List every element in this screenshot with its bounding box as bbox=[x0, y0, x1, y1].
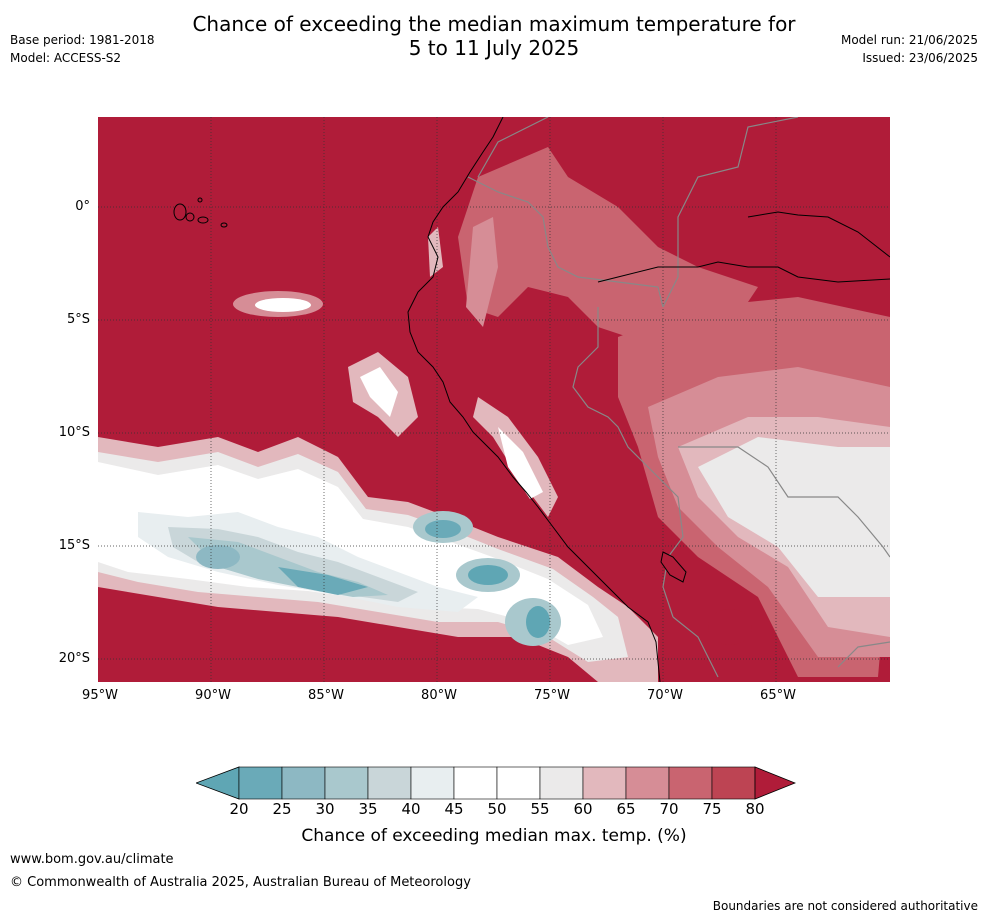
colorbar-tick-label: 60 bbox=[573, 800, 593, 818]
region-sw-30-a bbox=[196, 545, 240, 569]
colorbar-segment bbox=[281, 766, 326, 800]
region-65-north-a bbox=[466, 217, 498, 327]
lon-label-80w: 80°W bbox=[421, 688, 457, 703]
colorbar bbox=[196, 766, 796, 800]
colorbar-segment bbox=[324, 766, 369, 800]
colorbar-tick-label: 35 bbox=[358, 800, 378, 818]
lon-label-90w: 90°W bbox=[195, 688, 231, 703]
model-name: Model: ACCESS-S2 bbox=[10, 51, 122, 65]
lat-label-20s: 20°S bbox=[58, 651, 90, 666]
colorbar-tick-label: 45 bbox=[444, 800, 464, 818]
colorbar-segment bbox=[367, 766, 412, 800]
lat-label-15s: 15°S bbox=[58, 538, 90, 553]
footer-website: www.bom.gov.au/climate bbox=[10, 852, 174, 867]
lake-titicaca bbox=[660, 551, 687, 583]
lon-label-95w: 95°W bbox=[82, 688, 118, 703]
region-sw-25 bbox=[278, 567, 368, 595]
region-70-75-north bbox=[458, 147, 758, 347]
lat-label-5s: 5°S bbox=[66, 312, 90, 327]
chart-title: Chance of exceeding the median maximum t… bbox=[0, 12, 988, 60]
colorbar-arrow-low bbox=[196, 766, 240, 800]
region-patch-c-inner bbox=[526, 606, 550, 638]
colorbar-tick-label: 20 bbox=[229, 800, 249, 818]
region-galapagos-east-inner bbox=[255, 298, 311, 312]
galapagos-islands bbox=[173, 197, 228, 228]
meta-left: Base period: 1981-2018 Model: ACCESS-S2 bbox=[10, 31, 155, 67]
colorbar-segment bbox=[453, 766, 498, 800]
colorbar-tick-label: 65 bbox=[616, 800, 636, 818]
colorbar-tick-label: 50 bbox=[487, 800, 507, 818]
colorbar-segment bbox=[410, 766, 455, 800]
colorbar-tick-label: 30 bbox=[315, 800, 335, 818]
region-east-55 bbox=[698, 437, 890, 597]
chart-title-line2: 5 to 11 July 2025 bbox=[408, 36, 580, 60]
lat-label-10s: 10°S bbox=[58, 425, 90, 440]
colorbar-tick-label: 70 bbox=[659, 800, 679, 818]
lat-label-0: 0° bbox=[75, 199, 90, 214]
colorbar-segment bbox=[711, 766, 756, 800]
region-coastal-b-inner bbox=[498, 427, 543, 499]
chart-title-line1: Chance of exceeding the median maximum t… bbox=[192, 12, 796, 36]
colorbar-tick-label: 80 bbox=[745, 800, 765, 818]
region-patch-a-inner bbox=[425, 520, 461, 538]
colorbar-segment bbox=[668, 766, 713, 800]
colorbar-title: Chance of exceeding median max. temp. (%… bbox=[301, 826, 687, 846]
footer-copyright: © Commonwealth of Australia 2025, Austra… bbox=[10, 875, 471, 890]
colorbar-tick-label: 40 bbox=[401, 800, 421, 818]
probability-map bbox=[98, 117, 890, 682]
region-titicaca-spot bbox=[708, 609, 752, 645]
colorbar-tick-label: 25 bbox=[272, 800, 292, 818]
lon-label-70w: 70°W bbox=[647, 688, 683, 703]
amazon-river-coastline bbox=[597, 261, 890, 283]
region-coastal-a-inner bbox=[360, 367, 398, 417]
colorbar-segment bbox=[582, 766, 627, 800]
country-borders bbox=[467, 117, 890, 678]
region-patch-b-inner bbox=[468, 565, 508, 585]
colorbar-segment bbox=[539, 766, 584, 800]
colorbar-tick-label: 55 bbox=[530, 800, 550, 818]
colorbar-segment bbox=[496, 766, 541, 800]
issued-date: Issued: 23/06/2025 bbox=[862, 51, 978, 65]
colorbar-segment bbox=[238, 766, 283, 800]
graticule bbox=[98, 117, 890, 682]
model-run: Model run: 21/06/2025 bbox=[840, 33, 978, 47]
colorbar-segment bbox=[625, 766, 670, 800]
north-river bbox=[747, 211, 890, 258]
coastline bbox=[407, 117, 661, 682]
meta-right: Model run: 21/06/2025 Issued: 23/06/2025 bbox=[841, 31, 978, 67]
colorbar-arrow-high bbox=[754, 766, 796, 800]
footer-disclaimer: Boundaries are not considered authoritat… bbox=[712, 899, 978, 913]
colorbar-tick-label: 75 bbox=[702, 800, 722, 818]
base-period: Base period: 1981-2018 bbox=[10, 33, 155, 47]
colorbar-segments bbox=[196, 766, 796, 800]
lon-label-75w: 75°W bbox=[534, 688, 570, 703]
map-svg bbox=[98, 117, 890, 682]
lon-label-65w: 65°W bbox=[760, 688, 796, 703]
lon-label-85w: 85°W bbox=[308, 688, 344, 703]
